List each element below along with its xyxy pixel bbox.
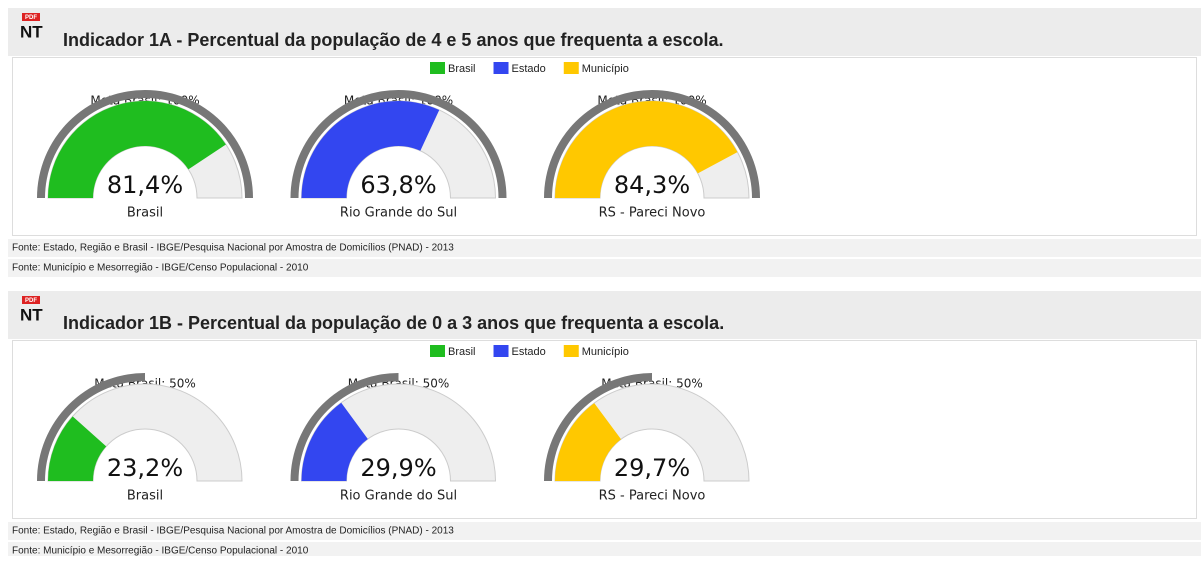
pdf-badge: [22, 296, 40, 304]
gauge-fill: [555, 403, 622, 481]
source-text: Fonte: Estado, Região e Brasil - IBGE/Pe…: [12, 243, 454, 254]
header-bar: [8, 8, 1201, 56]
nt-icon: NT: [20, 22, 43, 41]
gauge-value: 29,7%: [614, 454, 690, 482]
gauge-name: Brasil: [127, 489, 163, 504]
source-bar: [8, 239, 1201, 257]
source-text: Fonte: Estado, Região e Brasil - IBGE/Pe…: [12, 526, 454, 537]
gauge-value: 23,2%: [107, 454, 183, 482]
gauge-value: 29,9%: [360, 454, 436, 482]
legend-swatch: [493, 345, 509, 357]
header-bar: [8, 291, 1201, 339]
legend-swatch: [430, 62, 445, 74]
source-bar: [8, 259, 1201, 277]
legend-swatch: [493, 62, 509, 74]
legend-label: Município: [582, 63, 629, 75]
meta-arc: [37, 373, 145, 481]
legend-swatch: [563, 62, 579, 74]
source-text: Fonte: Município e Mesorregião - IBGE/Ce…: [12, 263, 309, 274]
pdf-badge-text: PDF: [25, 298, 37, 304]
legend-label: Estado: [512, 346, 546, 358]
gauge-fill: [555, 100, 738, 198]
section-title: Indicador 1B - Percentual da população d…: [63, 313, 724, 333]
legend-swatch: [563, 345, 579, 357]
legend-swatch: [430, 345, 445, 357]
source-text: Fonte: Município e Mesorregião - IBGE/Ce…: [12, 546, 309, 556]
nt-icon: NT: [20, 305, 43, 324]
gauge-fill: [48, 101, 226, 198]
gauge-name: Rio Grande do Sul: [340, 489, 457, 504]
gauge-value: 84,3%: [614, 171, 690, 199]
meta-arc: [290, 373, 399, 481]
legend-label: Brasil: [448, 63, 476, 75]
gauge-fill: [301, 100, 440, 198]
pdf-badge-text: PDF: [25, 15, 37, 21]
source-bar: [8, 522, 1201, 540]
gauge-name: Brasil: [127, 206, 163, 221]
gauge-fill: [301, 402, 368, 481]
legend-label: Brasil: [448, 346, 476, 358]
gauge-value: 81,4%: [107, 171, 183, 199]
gauge-name: Rio Grande do Sul: [340, 206, 457, 221]
legend-label: Município: [582, 346, 629, 358]
meta-arc: [544, 373, 652, 481]
gauge-name: RS - Pareci Novo: [599, 206, 706, 221]
section-title: Indicador 1A - Percentual da população d…: [63, 30, 724, 50]
gauge-name: RS - Pareci Novo: [599, 489, 706, 504]
gauge-value: 63,8%: [360, 171, 436, 199]
legend-label: Estado: [512, 63, 546, 75]
gauge-fill: [48, 416, 107, 481]
pdf-badge: [22, 13, 40, 21]
